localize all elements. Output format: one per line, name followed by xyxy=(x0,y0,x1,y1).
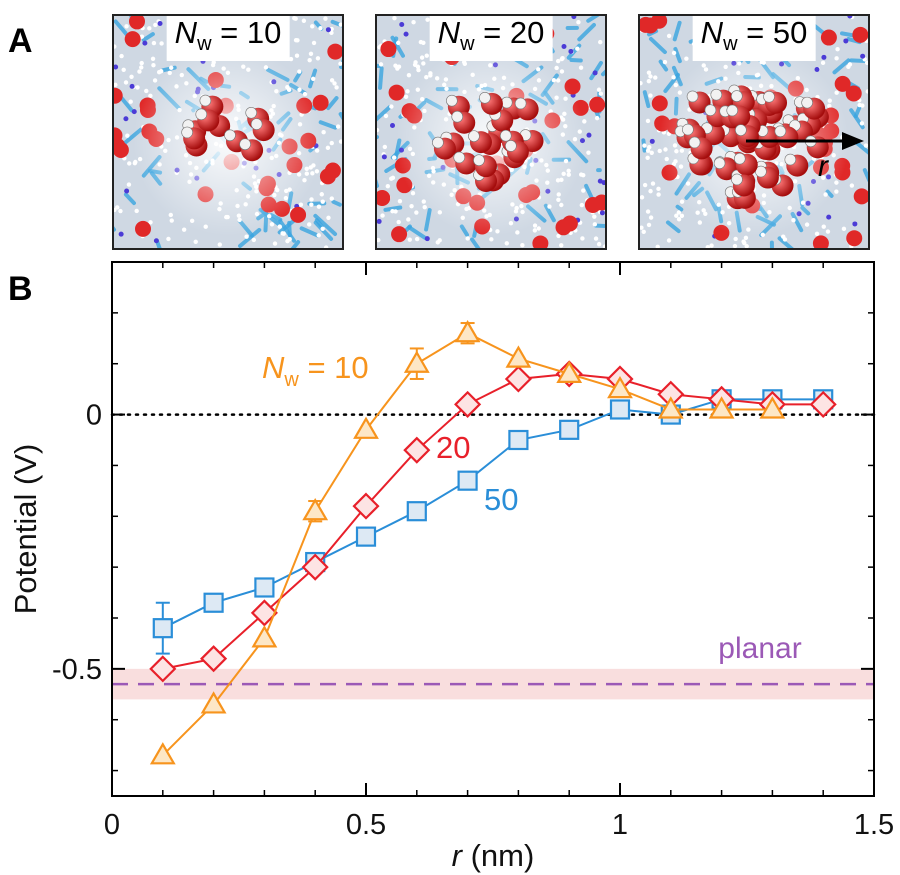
x-axis-symbol: r xyxy=(452,838,464,873)
data-point xyxy=(504,365,532,393)
radius-arrow: r xyxy=(746,132,864,183)
label-symbol: N xyxy=(437,15,461,50)
data-point xyxy=(505,345,532,368)
label-value: = 50 xyxy=(737,15,808,50)
data-point xyxy=(152,618,173,639)
plot-frame xyxy=(111,261,875,797)
data-point xyxy=(149,655,177,683)
data-point xyxy=(301,553,329,581)
label-value: = 20 xyxy=(474,15,545,50)
panel-b-letter: B xyxy=(8,270,33,308)
data-point xyxy=(454,390,482,418)
data-point xyxy=(556,360,583,383)
label-value: = 10 xyxy=(211,15,282,50)
series-2 xyxy=(152,389,834,655)
data-point xyxy=(353,416,379,439)
series-label-50: 50 xyxy=(484,482,518,517)
radius-arrow-label: r xyxy=(818,150,829,183)
x-tick-label: 1.5 xyxy=(854,809,894,841)
data-point xyxy=(403,350,430,373)
data-point xyxy=(251,625,278,648)
y-axis-title: Potential (V) xyxy=(8,444,43,615)
label-subscript: w xyxy=(460,33,475,56)
x-axis-unit: (nm) xyxy=(462,838,534,873)
water-cluster xyxy=(674,84,829,210)
data-point xyxy=(508,429,529,451)
snapshot-label: Nw = 10 xyxy=(166,15,290,62)
data-point xyxy=(708,396,735,419)
data-point xyxy=(200,645,228,673)
data-point xyxy=(403,436,431,464)
data-point xyxy=(200,691,227,714)
planar-label: planar xyxy=(718,632,801,665)
x-axis-title: r (nm) xyxy=(452,838,535,873)
data-point xyxy=(809,390,837,418)
label-subscript: w xyxy=(723,33,738,56)
y-tick-label: -0.5 xyxy=(52,654,102,686)
snapshot-nw-10: Nw = 10 xyxy=(112,14,344,250)
data-point xyxy=(302,498,329,521)
data-point xyxy=(355,526,377,547)
data-point xyxy=(406,501,427,522)
snapshot-image: r xyxy=(640,16,868,248)
data-point xyxy=(454,320,481,343)
x-tick-label: 1 xyxy=(612,809,628,841)
data-point xyxy=(254,577,275,598)
data-point xyxy=(559,419,580,440)
data-point xyxy=(250,599,278,627)
data-point xyxy=(203,592,224,613)
series-label-nw-10: Nw = 10 xyxy=(262,350,369,391)
data-point xyxy=(607,375,633,399)
label-subscript: w xyxy=(197,33,212,56)
data-point xyxy=(657,396,684,419)
snapshot-nw-20: Nw = 20 xyxy=(375,14,607,250)
data-point xyxy=(457,470,478,491)
water-cluster xyxy=(181,94,275,162)
series-0 xyxy=(149,320,786,765)
snapshot-label: Nw = 20 xyxy=(429,15,553,62)
snapshot-nw-50: r Nw = 50 xyxy=(638,14,870,250)
x-tick-label: 0.5 xyxy=(346,809,386,841)
label-symbol: N xyxy=(174,15,198,50)
data-point xyxy=(609,399,631,420)
y-tick-label: 0 xyxy=(86,400,102,432)
snapshot-label: Nw = 50 xyxy=(692,15,816,62)
label-symbol: N xyxy=(700,15,724,50)
data-point xyxy=(759,396,786,419)
panel-a-letter: A xyxy=(8,22,33,60)
series-label-20: 20 xyxy=(436,430,470,465)
data-point xyxy=(352,492,380,520)
data-point xyxy=(149,742,176,765)
water-cluster xyxy=(432,92,544,192)
x-tick-label: 0 xyxy=(104,809,120,841)
